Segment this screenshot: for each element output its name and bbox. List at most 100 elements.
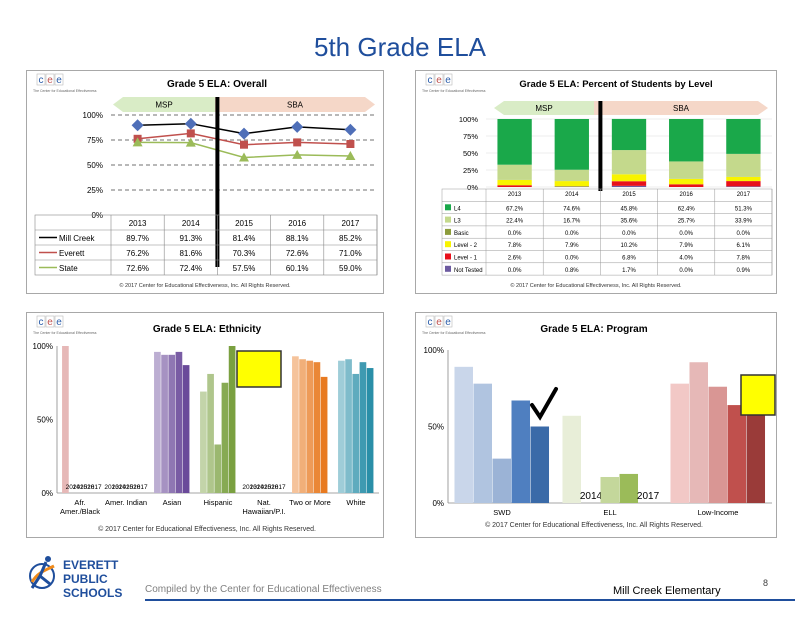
bar bbox=[727, 405, 747, 503]
bar bbox=[200, 391, 207, 493]
table-cell: 72.4% bbox=[179, 264, 202, 273]
legend-swatch bbox=[445, 228, 451, 235]
table-cell: 35.6% bbox=[620, 219, 638, 225]
table-cell: 72.6% bbox=[126, 264, 149, 273]
y-tick-label: 0% bbox=[467, 183, 478, 192]
stacked-segment bbox=[669, 184, 704, 187]
stacked-segment bbox=[611, 174, 647, 182]
table-cell: 57.5% bbox=[233, 264, 256, 273]
table-cell: 89.7% bbox=[126, 234, 149, 243]
table-cell: 16.7% bbox=[563, 219, 581, 225]
x-tick-label: Asian bbox=[163, 498, 182, 507]
stacked-segment bbox=[726, 181, 761, 187]
x-tick-label: 2015 bbox=[622, 192, 636, 198]
chart-title: Grade 5 ELA: Program bbox=[540, 324, 647, 335]
missing-year-label: 2014 bbox=[66, 484, 81, 491]
cee-logo-box bbox=[36, 73, 46, 86]
bar bbox=[530, 426, 550, 503]
stacked-segment bbox=[669, 178, 704, 185]
cee-logo-caption: The Center for Educational Effectiveness bbox=[33, 89, 97, 93]
stacked-segment bbox=[497, 185, 532, 187]
data-point bbox=[292, 149, 303, 159]
bar bbox=[562, 415, 581, 503]
bar bbox=[473, 383, 492, 503]
stacked-segment bbox=[554, 169, 589, 182]
data-point bbox=[239, 152, 249, 162]
y-tick-label: 75% bbox=[87, 136, 103, 145]
stacked-segment bbox=[497, 119, 532, 165]
table-cell: 0.0% bbox=[679, 268, 693, 274]
stacked-segment bbox=[554, 119, 589, 170]
missing-year-label: 2017 bbox=[271, 484, 286, 491]
bar bbox=[366, 368, 374, 493]
data-point bbox=[346, 140, 355, 148]
program-chart-panel: c e e The Center for Educational Effectiven… bbox=[415, 312, 777, 538]
bar bbox=[182, 365, 190, 493]
legend-label: Mill Creek bbox=[59, 234, 96, 243]
chart-title: Grade 5 ELA: Ethnicity bbox=[153, 324, 262, 335]
data-point bbox=[184, 117, 197, 130]
table-cell: 0.0% bbox=[737, 231, 751, 237]
data-point bbox=[293, 138, 302, 147]
cee-logo-letter: e bbox=[436, 75, 442, 86]
bar bbox=[161, 354, 168, 493]
bar bbox=[292, 356, 299, 493]
missing-year-label: 2017 bbox=[637, 491, 660, 502]
legend-swatch bbox=[445, 265, 451, 272]
missing-year-label: 2016 bbox=[126, 484, 141, 491]
bar bbox=[306, 360, 314, 493]
table-cell: 22.4% bbox=[506, 219, 524, 225]
cee-logo-caption: The Center for Educational Effectiveness bbox=[422, 331, 486, 335]
bar bbox=[228, 346, 236, 493]
district-logo-line: SCHOOLS bbox=[63, 586, 122, 600]
table-cell: 62.4% bbox=[678, 206, 696, 212]
table-cell: 1.7% bbox=[622, 268, 636, 274]
footer-rule bbox=[145, 599, 795, 601]
legend-swatch bbox=[445, 204, 451, 211]
data-table bbox=[441, 188, 773, 276]
x-tick-label: Afr. bbox=[74, 498, 85, 507]
cee-logo-letter: e bbox=[47, 75, 53, 86]
chart-title: Grade 5 ELA: Percent of Students by Leve… bbox=[519, 79, 712, 90]
band-label-sba: SBA bbox=[673, 104, 690, 113]
district-logo: EVERETT PUBLIC SCHOOLS bbox=[29, 556, 122, 600]
data-point bbox=[240, 140, 248, 149]
table-cell: 70.3% bbox=[233, 249, 256, 258]
data-point bbox=[131, 119, 144, 132]
bar bbox=[207, 373, 214, 493]
stacked-segment bbox=[611, 185, 647, 187]
cee-logo-box bbox=[434, 315, 444, 328]
table-cell: 10.2% bbox=[620, 243, 638, 249]
x-tick-label: 2016 bbox=[680, 192, 694, 198]
x-tick-label: ELL bbox=[603, 508, 616, 517]
table-cell: 71.0% bbox=[339, 249, 362, 258]
cee-logo-box bbox=[36, 315, 46, 328]
bar bbox=[214, 444, 222, 493]
table-cell: 0.0% bbox=[565, 256, 579, 262]
highlight-callout bbox=[236, 350, 282, 388]
y-tick-label: 100% bbox=[459, 115, 479, 124]
table-year-header: 2015 bbox=[235, 219, 253, 228]
band-label-msp: MSP bbox=[535, 104, 552, 113]
y-tick-label: 0% bbox=[41, 489, 53, 498]
cee-logo-box bbox=[425, 73, 435, 86]
page-number: 8 bbox=[763, 578, 769, 588]
cee-logo-box bbox=[45, 315, 55, 328]
ethnicity-chart-panel: c e e The Center for Educational Effectiven… bbox=[26, 312, 384, 538]
compiled-by-note: Compiled by the Center for Educational E… bbox=[145, 584, 382, 595]
overall-chart-panel: c e e The Center for Educational Effectiven… bbox=[26, 70, 384, 294]
bar bbox=[746, 397, 766, 503]
legend-label: Not Tested bbox=[454, 268, 483, 274]
legend-label: L3 bbox=[454, 219, 461, 225]
data-point bbox=[238, 127, 250, 140]
cee-logo-letter: c bbox=[39, 317, 44, 328]
x-tick-label: Amer./Black bbox=[60, 507, 100, 516]
table-cell: 85.2% bbox=[339, 234, 362, 243]
cee-logo-letter: e bbox=[445, 317, 451, 328]
y-tick-label: 50% bbox=[37, 416, 53, 425]
table-cell: 59.0% bbox=[339, 264, 362, 273]
table-cell: 81.6% bbox=[179, 249, 202, 258]
cee-logo-box bbox=[434, 73, 444, 86]
